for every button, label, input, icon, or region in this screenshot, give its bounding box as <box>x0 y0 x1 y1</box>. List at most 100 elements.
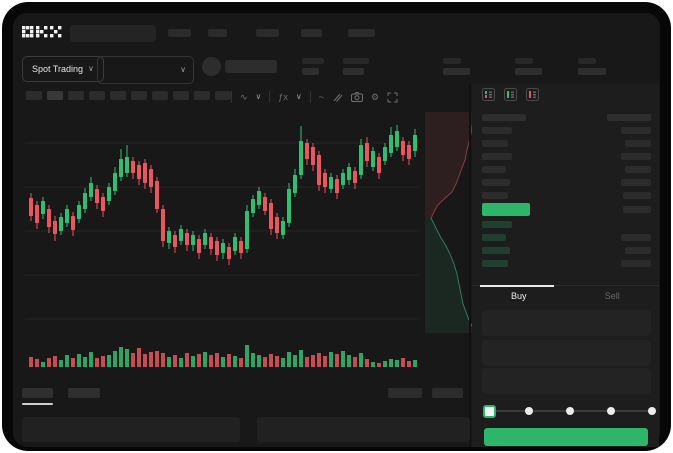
candle <box>287 189 291 223</box>
nav-item-placeholder[interactable] <box>348 29 375 37</box>
volume-bar <box>41 362 45 367</box>
pair-select[interactable]: ∨ <box>97 56 194 84</box>
candle <box>383 147 387 161</box>
divider <box>231 91 232 103</box>
gear-icon[interactable]: ⚙ <box>371 91 380 102</box>
bid-price-placeholder[interactable] <box>482 221 512 228</box>
candle <box>227 247 231 259</box>
indicators-icon[interactable]: ƒx <box>278 92 288 102</box>
last-amount-placeholder <box>623 206 651 213</box>
tab-buy[interactable]: Buy <box>472 285 566 305</box>
volume-bar <box>89 352 93 367</box>
volume-bar <box>191 356 195 367</box>
nav-item-placeholder[interactable] <box>301 29 322 37</box>
bid-price-placeholder[interactable] <box>482 260 508 267</box>
candle <box>341 173 345 185</box>
volume-bar <box>341 351 345 367</box>
stat-value-placeholder <box>578 68 606 75</box>
ask-price-placeholder[interactable] <box>482 192 508 199</box>
volume-bar <box>113 351 117 367</box>
book-combined-icon[interactable] <box>482 88 495 101</box>
ask-price-placeholder[interactable] <box>482 140 508 147</box>
candle <box>329 177 333 189</box>
interval-button-placeholder[interactable] <box>215 91 231 100</box>
volume-bar <box>281 358 285 367</box>
volume-bar <box>221 357 225 367</box>
candle <box>155 181 159 209</box>
nav-item-placeholder[interactable] <box>208 29 227 37</box>
volume-bar <box>347 355 351 367</box>
ask-price-placeholder[interactable] <box>482 179 510 186</box>
icon-bar <box>511 96 514 98</box>
volume-bar <box>317 353 321 367</box>
market-type-label: Spot Trading <box>32 64 84 74</box>
bottom-tab-placeholder[interactable] <box>68 388 100 398</box>
total-field[interactable] <box>482 368 651 394</box>
bid-price-placeholder[interactable] <box>482 234 506 241</box>
search-input[interactable] <box>70 25 156 42</box>
volume-bar <box>329 352 333 367</box>
volume-bar <box>95 358 99 367</box>
volume-bar <box>365 359 369 367</box>
volume-bar <box>311 355 315 367</box>
volume-bar <box>335 354 339 367</box>
last-price-bar[interactable] <box>482 203 530 216</box>
ask-price-placeholder[interactable] <box>482 127 512 134</box>
nav-item-placeholder[interactable] <box>168 29 191 37</box>
fullscreen-icon[interactable] <box>387 92 398 103</box>
interval-button-placeholder[interactable] <box>47 91 63 100</box>
price-field[interactable] <box>482 310 651 336</box>
tab-sell[interactable]: Sell <box>566 286 660 305</box>
volume-bar <box>233 356 237 367</box>
volume-bar <box>185 353 189 367</box>
chevron-down-icon[interactable]: ∨ <box>255 92 262 101</box>
draw-tool-icon[interactable] <box>332 92 343 103</box>
candle <box>89 183 93 197</box>
interval-button-placeholder[interactable] <box>89 91 105 100</box>
ask-price-placeholder[interactable] <box>482 153 512 160</box>
slider-stop[interactable] <box>607 407 615 415</box>
slider-stop[interactable] <box>525 407 533 415</box>
stat-label-placeholder <box>302 58 324 64</box>
candle <box>215 241 219 255</box>
book-bids-icon[interactable] <box>504 88 517 101</box>
bottom-action-placeholder[interactable] <box>388 388 422 398</box>
amount-field[interactable] <box>482 340 651 366</box>
icon-bar <box>533 94 536 96</box>
slider-handle[interactable] <box>483 405 496 418</box>
candle <box>275 217 279 233</box>
candle <box>347 167 351 180</box>
chevron-down-icon[interactable]: ∨ <box>295 92 302 101</box>
icon-bar <box>529 91 531 98</box>
candle <box>203 233 207 245</box>
icon-bar <box>533 91 536 93</box>
market-type-button[interactable]: Spot Trading ∨ <box>22 56 104 82</box>
slider-stop[interactable] <box>648 407 656 415</box>
bids-depth-curve <box>430 217 476 333</box>
bid-price-placeholder[interactable] <box>482 247 510 254</box>
interval-button-placeholder[interactable] <box>152 91 168 100</box>
interval-button-placeholder[interactable] <box>131 91 147 100</box>
asks-depth-curve <box>430 112 476 219</box>
interval-button-placeholder[interactable] <box>110 91 126 100</box>
chart-type-icon[interactable]: ∿ <box>240 91 248 102</box>
interval-button-placeholder[interactable] <box>173 91 189 100</box>
slider-stop[interactable] <box>566 407 574 415</box>
book-asks-icon[interactable] <box>526 88 539 101</box>
camera-icon[interactable] <box>351 92 364 102</box>
interval-button-placeholder[interactable] <box>26 91 42 100</box>
candle <box>239 241 243 253</box>
candle <box>77 205 81 219</box>
candle <box>233 237 237 251</box>
candlestick-chart[interactable] <box>25 113 420 331</box>
interval-button-placeholder[interactable] <box>194 91 210 100</box>
submit-buy-button[interactable] <box>484 428 648 446</box>
candle <box>149 169 153 187</box>
bottom-action-placeholder[interactable] <box>432 388 463 398</box>
okx-logo[interactable] <box>22 26 62 39</box>
nav-item-placeholder[interactable] <box>256 29 279 37</box>
ask-price-placeholder[interactable] <box>482 166 506 173</box>
interval-button-placeholder[interactable] <box>68 91 84 100</box>
bottom-tab-placeholder[interactable] <box>22 388 53 398</box>
trendline-tool-icon[interactable]: ~ <box>318 92 325 102</box>
